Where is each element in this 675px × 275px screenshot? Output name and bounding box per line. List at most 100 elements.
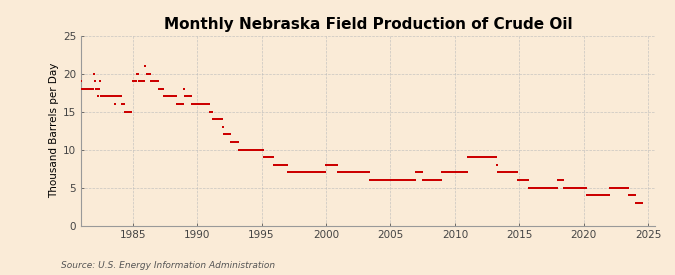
Point <box>163 94 173 99</box>
Point <box>367 178 377 182</box>
Point <box>392 178 402 182</box>
Point <box>583 193 593 197</box>
Point <box>326 163 337 167</box>
Point <box>203 102 214 106</box>
Point <box>373 178 384 182</box>
Point <box>350 170 361 175</box>
Point <box>559 185 570 190</box>
Point <box>359 170 370 175</box>
Point <box>327 163 338 167</box>
Point <box>418 178 429 182</box>
Point <box>88 72 99 76</box>
Point <box>224 132 235 137</box>
Point <box>196 102 207 106</box>
Point <box>261 155 271 160</box>
Point <box>339 170 350 175</box>
Point <box>628 193 639 197</box>
Point <box>437 170 448 175</box>
Point <box>244 147 255 152</box>
Point <box>99 94 110 99</box>
Point <box>193 102 204 106</box>
Point <box>479 155 489 160</box>
Point <box>194 102 205 106</box>
Point <box>364 170 375 175</box>
Point <box>211 117 222 122</box>
Point <box>608 185 618 190</box>
Point <box>148 79 159 84</box>
Point <box>128 79 139 84</box>
Point <box>240 147 251 152</box>
Point <box>335 170 346 175</box>
Point <box>637 200 647 205</box>
Point <box>480 155 491 160</box>
Point <box>80 87 90 91</box>
Point <box>306 170 317 175</box>
Point <box>595 193 606 197</box>
Point <box>132 72 143 76</box>
Point <box>127 79 138 84</box>
Point <box>130 79 141 84</box>
Point <box>190 102 200 106</box>
Point <box>243 147 254 152</box>
Point <box>537 185 548 190</box>
Point <box>381 178 392 182</box>
Point <box>446 170 457 175</box>
Point <box>375 178 386 182</box>
Point <box>506 170 516 175</box>
Point <box>135 79 146 84</box>
Point <box>101 94 112 99</box>
Point <box>200 102 211 106</box>
Point <box>325 163 335 167</box>
Point <box>346 170 357 175</box>
Point <box>235 147 246 152</box>
Point <box>483 155 493 160</box>
Point <box>573 185 584 190</box>
Point <box>412 170 423 175</box>
Point <box>614 185 624 190</box>
Point <box>383 178 394 182</box>
Point <box>79 87 90 91</box>
Point <box>549 185 560 190</box>
Point <box>622 185 632 190</box>
Point <box>288 170 298 175</box>
Point <box>313 170 324 175</box>
Point <box>471 155 482 160</box>
Point <box>134 79 144 84</box>
Point <box>232 140 242 144</box>
Point <box>282 163 293 167</box>
Point <box>482 155 493 160</box>
Point <box>468 155 479 160</box>
Point <box>551 185 562 190</box>
Point <box>83 87 94 91</box>
Point <box>242 147 253 152</box>
Point <box>633 200 644 205</box>
Point <box>600 193 611 197</box>
Point <box>473 155 484 160</box>
Point <box>265 155 275 160</box>
Point <box>119 102 130 106</box>
Point <box>343 170 354 175</box>
Point <box>397 178 408 182</box>
Point <box>574 185 585 190</box>
Point <box>566 185 577 190</box>
Point <box>570 185 580 190</box>
Point <box>355 170 366 175</box>
Point <box>85 87 96 91</box>
Point <box>331 163 342 167</box>
Point <box>310 170 321 175</box>
Point <box>396 178 406 182</box>
Point <box>532 185 543 190</box>
Point <box>161 94 171 99</box>
Point <box>138 79 148 84</box>
Point <box>257 147 268 152</box>
Point <box>169 94 180 99</box>
Point <box>283 170 294 175</box>
Point <box>606 185 617 190</box>
Point <box>486 155 497 160</box>
Point <box>630 193 641 197</box>
Point <box>566 185 576 190</box>
Point <box>389 178 400 182</box>
Point <box>201 102 212 106</box>
Point <box>511 170 522 175</box>
Point <box>384 178 395 182</box>
